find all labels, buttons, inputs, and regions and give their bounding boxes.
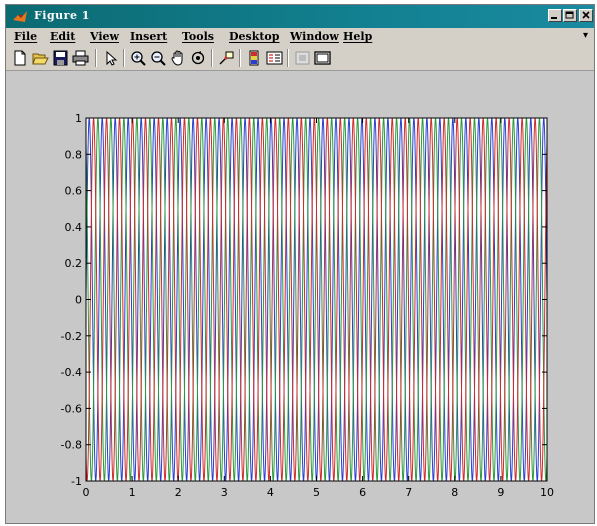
- x-tick-label: 0: [83, 486, 90, 499]
- y-tick-label: 0.2: [65, 257, 83, 270]
- maximize-icon: [565, 11, 574, 19]
- zoom-in-icon: [131, 51, 146, 66]
- y-tick-label: -0.2: [61, 330, 82, 343]
- menu-window[interactable]: Window: [290, 30, 339, 43]
- y-tick-label: 0.8: [65, 148, 83, 161]
- series-line-3: [86, 118, 547, 481]
- title-bar[interactable]: Figure 1: [6, 5, 594, 28]
- maximize-button[interactable]: [563, 9, 577, 22]
- figure-window: Figure 1 File Edit View Insert Tools Des…: [5, 4, 595, 524]
- toolbar-separator: [123, 49, 125, 67]
- figure-canvas: 0 1 2 3 4 5 6 7 8 9 10 1 0.8 0.6 0.4 0.2 0 -0.2 -0.4 -0.6 -0…: [6, 71, 594, 523]
- toolbar-separator: [211, 49, 213, 67]
- close-icon: [582, 11, 590, 19]
- menu-help[interactable]: Help: [343, 30, 373, 43]
- edit-plot-button[interactable]: [102, 50, 119, 66]
- hide-plot-tools-icon: [295, 51, 310, 65]
- y-tick-label: -1: [71, 475, 82, 488]
- save-icon: [53, 50, 68, 66]
- minimize-button[interactable]: [548, 9, 562, 22]
- open-file-icon: [32, 53, 49, 65]
- y-tick-label: 1: [75, 112, 82, 125]
- insert-legend-button[interactable]: [266, 50, 283, 66]
- y-tick-label: 0: [75, 294, 82, 307]
- y-tick-label: -0.4: [61, 366, 82, 379]
- x-tick-label: 9: [497, 486, 504, 499]
- print-button[interactable]: [72, 50, 89, 66]
- open-file-button[interactable]: [32, 50, 49, 66]
- figure-toolbar: [6, 46, 594, 71]
- menu-bar: File Edit View Insert Tools Desktop Wind…: [6, 28, 594, 46]
- toolbar-separator: [95, 49, 97, 67]
- y-tick-label: -0.8: [61, 439, 82, 452]
- close-button[interactable]: [579, 9, 593, 22]
- x-tick-label: 6: [359, 486, 366, 499]
- insert-colorbar-icon: [249, 50, 259, 66]
- x-tick-label: 3: [221, 486, 228, 499]
- show-plot-tools-button[interactable]: [314, 50, 331, 66]
- zoom-out-icon: [151, 51, 166, 66]
- save-button[interactable]: [52, 50, 69, 66]
- insert-legend-icon: [266, 51, 283, 65]
- menu-view[interactable]: View: [90, 30, 119, 43]
- menu-insert[interactable]: Insert: [130, 30, 168, 43]
- show-plot-tools-icon: [314, 51, 331, 65]
- insert-colorbar-button[interactable]: [246, 50, 263, 66]
- toolbar-separator: [287, 49, 289, 67]
- print-icon: [72, 50, 89, 66]
- hide-plot-tools-button[interactable]: [294, 50, 311, 66]
- rotate-3d-icon: [191, 51, 205, 65]
- x-tick-label: 2: [175, 486, 182, 499]
- pan-button[interactable]: [170, 50, 187, 66]
- y-tick-label: 0.4: [65, 221, 83, 234]
- plot-axes[interactable]: 0 1 2 3 4 5 6 7 8 9 10 1 0.8 0.6 0.4 0.2 0 -0.2 -0.4 -0.6 -0…: [6, 71, 594, 523]
- edit-plot-arrow-icon: [106, 50, 118, 66]
- data-cursor-button[interactable]: [218, 50, 235, 66]
- y-tick-label: -0.6: [61, 402, 82, 415]
- pan-hand-icon: [171, 50, 183, 66]
- zoom-out-button[interactable]: [150, 50, 167, 66]
- new-figure-icon: [14, 50, 26, 66]
- new-figure-button[interactable]: [12, 50, 29, 66]
- x-tick-label: 10: [540, 486, 554, 499]
- window-title: Figure 1: [34, 9, 90, 22]
- x-tick-label: 7: [405, 486, 412, 499]
- menu-file[interactable]: File: [14, 30, 38, 43]
- matlab-logo-icon: [13, 11, 27, 22]
- y-tick-label: 0.6: [65, 185, 83, 198]
- menu-overflow-arrow[interactable]: ▾: [582, 30, 588, 41]
- toolbar-separator: [239, 49, 241, 67]
- x-tick-label: 8: [451, 486, 458, 499]
- menu-desktop[interactable]: Desktop: [229, 30, 280, 43]
- rotate-3d-button[interactable]: [190, 50, 207, 66]
- menu-tools[interactable]: Tools: [182, 30, 214, 43]
- x-tick-label: 1: [129, 486, 136, 499]
- x-tick-label: 4: [267, 486, 274, 499]
- menu-edit[interactable]: Edit: [50, 30, 76, 43]
- zoom-in-button[interactable]: [130, 50, 147, 66]
- x-tick-label: 5: [313, 486, 320, 499]
- data-cursor-icon: [219, 51, 234, 65]
- minimize-icon: [551, 17, 557, 19]
